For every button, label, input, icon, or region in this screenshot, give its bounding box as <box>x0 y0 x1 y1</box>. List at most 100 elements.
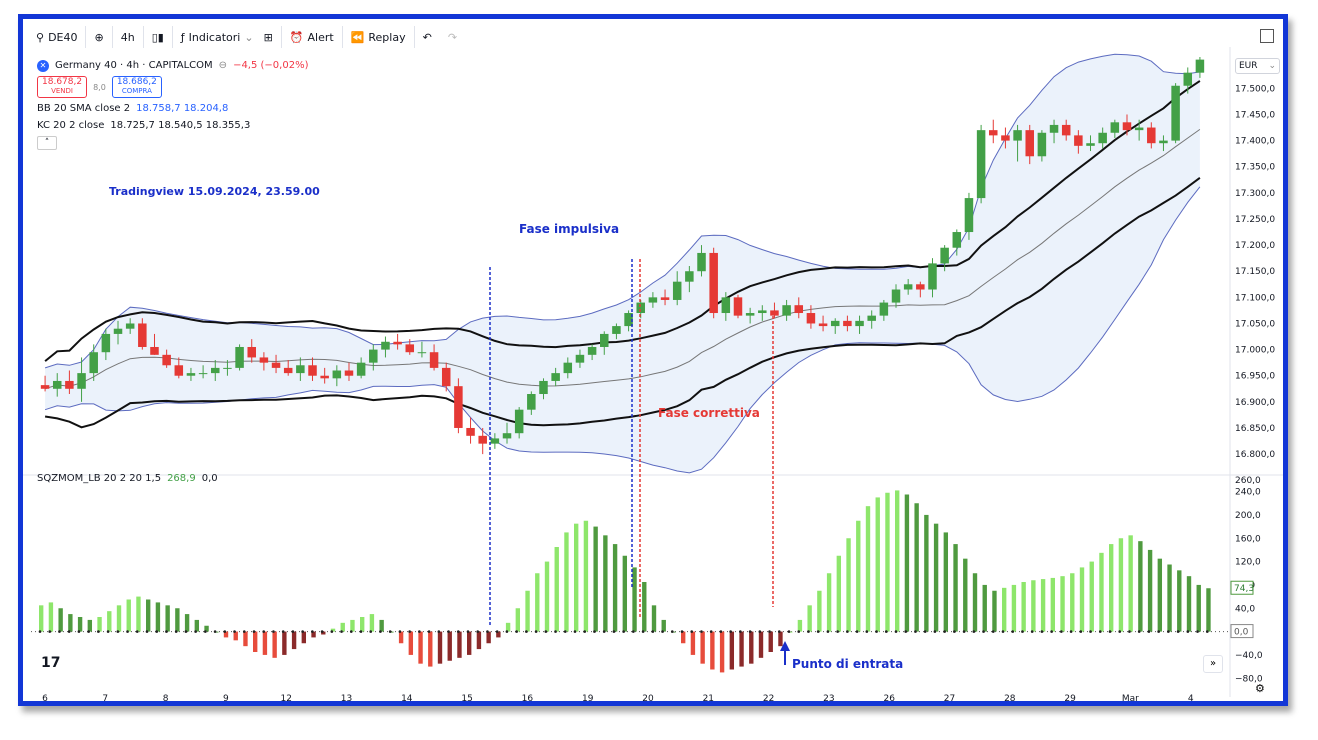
sell-label: VENDI <box>51 87 73 95</box>
squeeze-dot <box>515 630 518 633</box>
alert-button[interactable]: ⏰ Alert <box>282 26 343 48</box>
squeeze-dot <box>48 630 52 633</box>
squeeze-dot <box>768 630 771 633</box>
legend-bb-row[interactable]: BB 20 SMA close 2 18.758,7 18.204,8 <box>37 100 308 117</box>
price-change: −4,5 (−0,02%) <box>233 60 309 71</box>
scroll-to-realtime-button[interactable]: » <box>1203 655 1223 673</box>
settings-gear-button[interactable]: ⚙ <box>1255 682 1265 695</box>
time-tick-label: 28 <box>1004 694 1016 704</box>
momentum-bar <box>146 599 151 632</box>
currency-select[interactable]: EUR ⌄ <box>1235 58 1280 74</box>
price-tick-label: 17.000,0 <box>1235 346 1275 356</box>
momentum-bar <box>175 608 180 632</box>
momentum-bar <box>690 631 696 655</box>
interval-button[interactable]: 4h <box>113 26 144 48</box>
momentum-bar <box>1050 577 1056 632</box>
candle-body <box>976 130 986 199</box>
sqz-name: SQZMOM_LB 20 2 20 1,5 <box>37 473 162 484</box>
momentum-bar <box>778 631 783 647</box>
momentum-bar <box>39 605 44 632</box>
candle-body <box>818 323 828 327</box>
candle-body <box>952 232 962 248</box>
squeeze-dot <box>972 630 976 633</box>
indicators-button[interactable]: ƒ Indicatori ⌄ ⊞ <box>173 26 282 48</box>
momentum-bar <box>612 544 618 632</box>
buy-button[interactable]: 18.686,2 COMPRA <box>111 76 162 98</box>
squeeze-dot <box>174 630 178 633</box>
squeeze-dot <box>787 630 791 633</box>
momentum-bar <box>953 544 958 632</box>
momentum-bar <box>1177 570 1182 632</box>
squeeze-dot <box>904 630 908 633</box>
undo-button[interactable]: ↶ <box>415 26 440 48</box>
sell-button[interactable]: 18.678,2 VENDI <box>37 76 88 98</box>
price-tick-label: 16.900,0 <box>1235 398 1275 408</box>
momentum-bar <box>681 631 686 644</box>
squeeze-dot <box>1205 630 1209 633</box>
candle-body <box>490 438 500 444</box>
sqz-legend[interactable]: SQZMOM_LB 20 2 20 1,5 268,9 0,0 <box>37 473 218 484</box>
squeeze-dot <box>447 630 450 633</box>
momentum-bar <box>379 619 384 632</box>
tradingview-logo: 17 <box>41 655 61 671</box>
candle-body <box>891 289 901 303</box>
momentum-bar <box>1138 541 1143 632</box>
momentum-bar <box>1002 587 1007 632</box>
chart-canvas[interactable]: 17.500,0 17.450,0 17.400,0 17.350,0 17.300,0… <box>23 47 1283 707</box>
squeeze-dot <box>97 630 100 633</box>
symbol-search[interactable]: ⚲ DE40 <box>28 26 87 48</box>
replay-button[interactable]: ⏪ Replay <box>343 26 415 48</box>
squeeze-dot <box>670 630 674 633</box>
candle-body <box>928 263 937 290</box>
squeeze-dot <box>982 630 985 633</box>
momentum-bar <box>184 614 190 632</box>
chevron-up-icon[interactable]: ˄ <box>37 135 57 150</box>
redo-button[interactable]: ↷ <box>440 26 465 48</box>
momentum-bar <box>564 532 569 632</box>
candle-body <box>1122 122 1132 131</box>
squeeze-dot <box>826 630 830 633</box>
undo-icon: ↶ <box>422 30 432 44</box>
price-tick-label: 17.100,0 <box>1235 293 1275 303</box>
momentum-bar <box>710 631 715 670</box>
candle-body <box>393 341 402 345</box>
momentum-pane <box>31 490 1228 673</box>
legend-collapse-row: ˄ <box>37 134 308 151</box>
add-symbol-button[interactable]: ⊕ <box>86 26 113 48</box>
candle-body <box>417 352 427 354</box>
squeeze-dot <box>223 630 227 633</box>
candle-body <box>52 380 62 389</box>
squeeze-dot <box>651 630 655 633</box>
momentum-bar <box>1040 579 1046 632</box>
momentum-bar <box>992 590 997 632</box>
candle-body <box>138 323 147 347</box>
candle-body <box>563 362 573 374</box>
squeeze-dot <box>1128 630 1131 633</box>
fullscreen-icon[interactable] <box>1260 29 1274 43</box>
candle-body <box>429 352 439 368</box>
squeeze-dot <box>1089 630 1092 633</box>
momentum-bar <box>1167 564 1172 632</box>
squeeze-dot <box>894 630 898 633</box>
legend-kc-row[interactable]: KC 20 2 close 18.725,7 18.540,5 18.355,3 <box>37 117 308 134</box>
momentum-bar <box>398 631 404 644</box>
momentum-bar <box>758 631 764 658</box>
momentum-bar <box>282 631 287 655</box>
squeeze-dot <box>1030 630 1034 633</box>
momentum-bar <box>321 631 326 635</box>
candle-body <box>733 297 743 316</box>
squeeze-dot <box>593 630 596 633</box>
momentum-bar <box>1109 544 1114 632</box>
squeeze-dot <box>505 630 509 633</box>
layouts-icon: ⊞ <box>263 30 273 44</box>
chevron-down-icon: ⌄ <box>1268 61 1276 71</box>
candles-icon: ▯▮ <box>151 30 164 44</box>
indicators-icon: ƒ <box>180 30 185 44</box>
squeeze-dot <box>1167 630 1170 633</box>
squeeze-dot <box>87 630 90 633</box>
last-value-box <box>1230 580 1254 595</box>
squeeze-dot <box>38 630 42 633</box>
squeeze-dot <box>534 630 538 633</box>
momentum-bar <box>651 605 657 632</box>
chart-type-button[interactable]: ▯▮ <box>144 26 173 48</box>
